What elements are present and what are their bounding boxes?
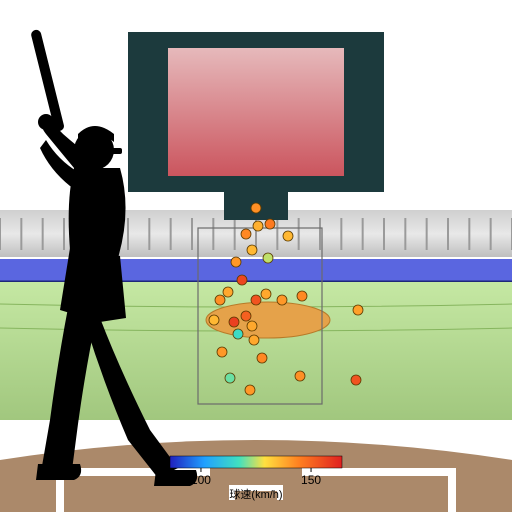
pitch-point xyxy=(351,375,361,385)
pitch-point xyxy=(247,245,257,255)
pitch-point xyxy=(297,291,307,301)
colorbar-tick-label: 150 xyxy=(301,473,321,487)
pitch-point xyxy=(257,353,267,363)
pitch-point xyxy=(295,371,305,381)
pitch-point xyxy=(209,315,219,325)
pitch-point xyxy=(223,287,233,297)
pitch-point xyxy=(247,321,257,331)
pitch-point xyxy=(277,295,287,305)
pitch-point xyxy=(251,203,261,213)
pitch-point xyxy=(353,305,363,315)
pitch-point xyxy=(229,317,239,327)
pitch-point xyxy=(237,275,247,285)
pitch-point xyxy=(215,295,225,305)
colorbar xyxy=(170,456,342,468)
pitch-point xyxy=(249,335,259,345)
pitch-point xyxy=(263,253,273,263)
pitch-point xyxy=(265,219,275,229)
pitch-point xyxy=(225,373,235,383)
pitch-point xyxy=(241,311,251,321)
colorbar-label: 球速(km/h) xyxy=(229,487,282,501)
pitch-point xyxy=(261,289,271,299)
pitch-point xyxy=(283,231,293,241)
pitch-point xyxy=(241,229,251,239)
colorbar-tick-label: 100 xyxy=(191,473,211,487)
pitch-point xyxy=(253,221,263,231)
pitch-point xyxy=(233,329,243,339)
pitch-location-chart: 100 150 球速(km/h) xyxy=(0,0,512,512)
pitch-point xyxy=(217,347,227,357)
scoreboard-screen xyxy=(168,48,344,176)
pitch-point xyxy=(245,385,255,395)
pitch-point xyxy=(251,295,261,305)
pitch-point xyxy=(231,257,241,267)
